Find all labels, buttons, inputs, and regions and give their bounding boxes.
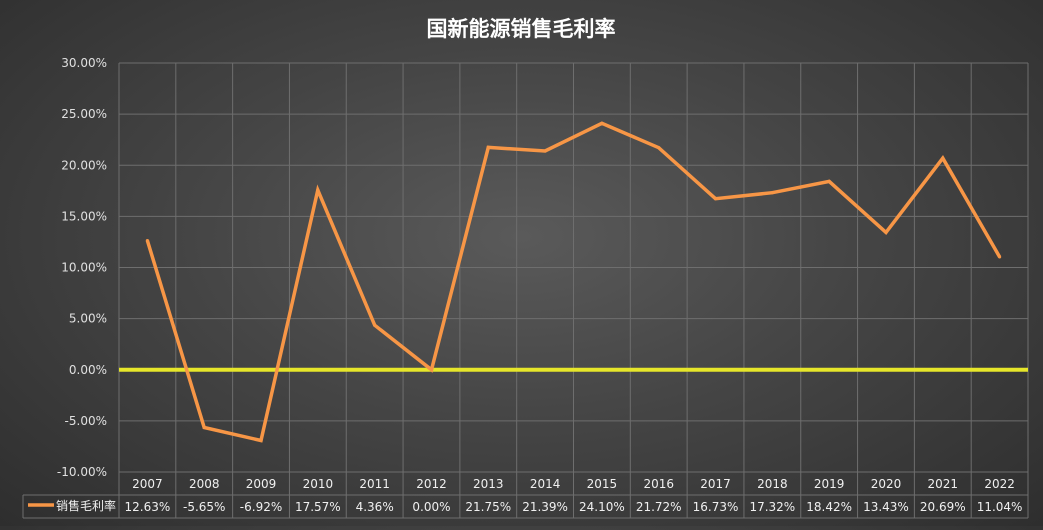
data-point (145, 239, 150, 243)
y-tick-label: 30.00% (61, 56, 107, 70)
data-label: 24.10% (579, 500, 625, 514)
legend-label: 销售毛利率 (56, 498, 116, 513)
x-category-label: 2018 (757, 477, 788, 491)
data-point (713, 197, 718, 201)
x-category-label: 2008 (189, 477, 220, 491)
x-category-label: 2007 (132, 477, 163, 491)
x-category-label: 2009 (246, 477, 277, 491)
series-layer (145, 121, 1002, 443)
x-category-label: 2012 (416, 477, 447, 491)
data-label: 21.75% (465, 500, 511, 514)
x-category-label: 2019 (814, 477, 845, 491)
data-label: 17.57% (295, 500, 341, 514)
x-category-label: 2010 (303, 477, 334, 491)
data-label: 12.63% (125, 500, 171, 514)
data-label: 18.42% (806, 500, 852, 514)
data-point (543, 149, 547, 153)
chart-title: 国新能源销售毛利率 (427, 17, 616, 41)
data-label: 17.32% (749, 500, 795, 514)
y-tick-label: 5.00% (69, 312, 107, 326)
data-point (827, 179, 831, 184)
data-point (429, 368, 434, 372)
y-tick-label: -10.00% (57, 465, 107, 479)
y-tick-label: 0.00% (69, 363, 107, 377)
data-label: 13.43% (863, 500, 909, 514)
data-point (770, 191, 774, 195)
data-point (486, 145, 490, 149)
x-category-label: 2013 (473, 477, 504, 491)
data-label: -5.65% (183, 500, 225, 514)
y-tick-label: 10.00% (61, 261, 107, 275)
data-point (202, 425, 206, 430)
y-tick-label: 15.00% (61, 209, 107, 223)
data-point (259, 438, 263, 443)
data-label: 11.04% (977, 500, 1023, 514)
x-category-label: 2022 (984, 477, 1015, 491)
data-label: 20.69% (920, 500, 966, 514)
x-category-label: 2017 (700, 477, 731, 491)
x-category-label: 2014 (530, 477, 561, 491)
x-category-label: 2011 (359, 477, 390, 491)
x-category-label: 2016 (643, 477, 674, 491)
data-point (600, 121, 604, 125)
data-point (884, 230, 888, 235)
data-label: 0.00% (412, 500, 450, 514)
data-point (997, 255, 1002, 259)
gridlines (118, 62, 1029, 518)
data-label: 21.39% (522, 500, 568, 514)
x-category-label: 2020 (871, 477, 902, 491)
data-point (373, 323, 377, 327)
x-category-label: 2015 (587, 477, 618, 491)
x-category-label: 2021 (928, 477, 959, 491)
y-tick-label: 20.00% (61, 158, 107, 172)
series-line-gross-margin (145, 121, 1002, 443)
y-tick-label: -5.00% (65, 414, 107, 428)
y-tick-label: 25.00% (61, 107, 107, 121)
data-label: 4.36% (356, 500, 394, 514)
data-label: 16.73% (693, 500, 739, 514)
data-point (657, 146, 661, 150)
data-label: 21.72% (636, 500, 682, 514)
data-label: -6.92% (240, 500, 282, 514)
y-axis: -10.00% -5.00% 0.00% 5.00% 10.00% 15.00% 20.00… (57, 56, 107, 479)
data-point (941, 156, 945, 160)
data-point (316, 188, 320, 192)
data-table: 2007 12.63% 2008 -5.65% 2009 -6.92% 2010 17.57%… (22, 477, 1028, 519)
